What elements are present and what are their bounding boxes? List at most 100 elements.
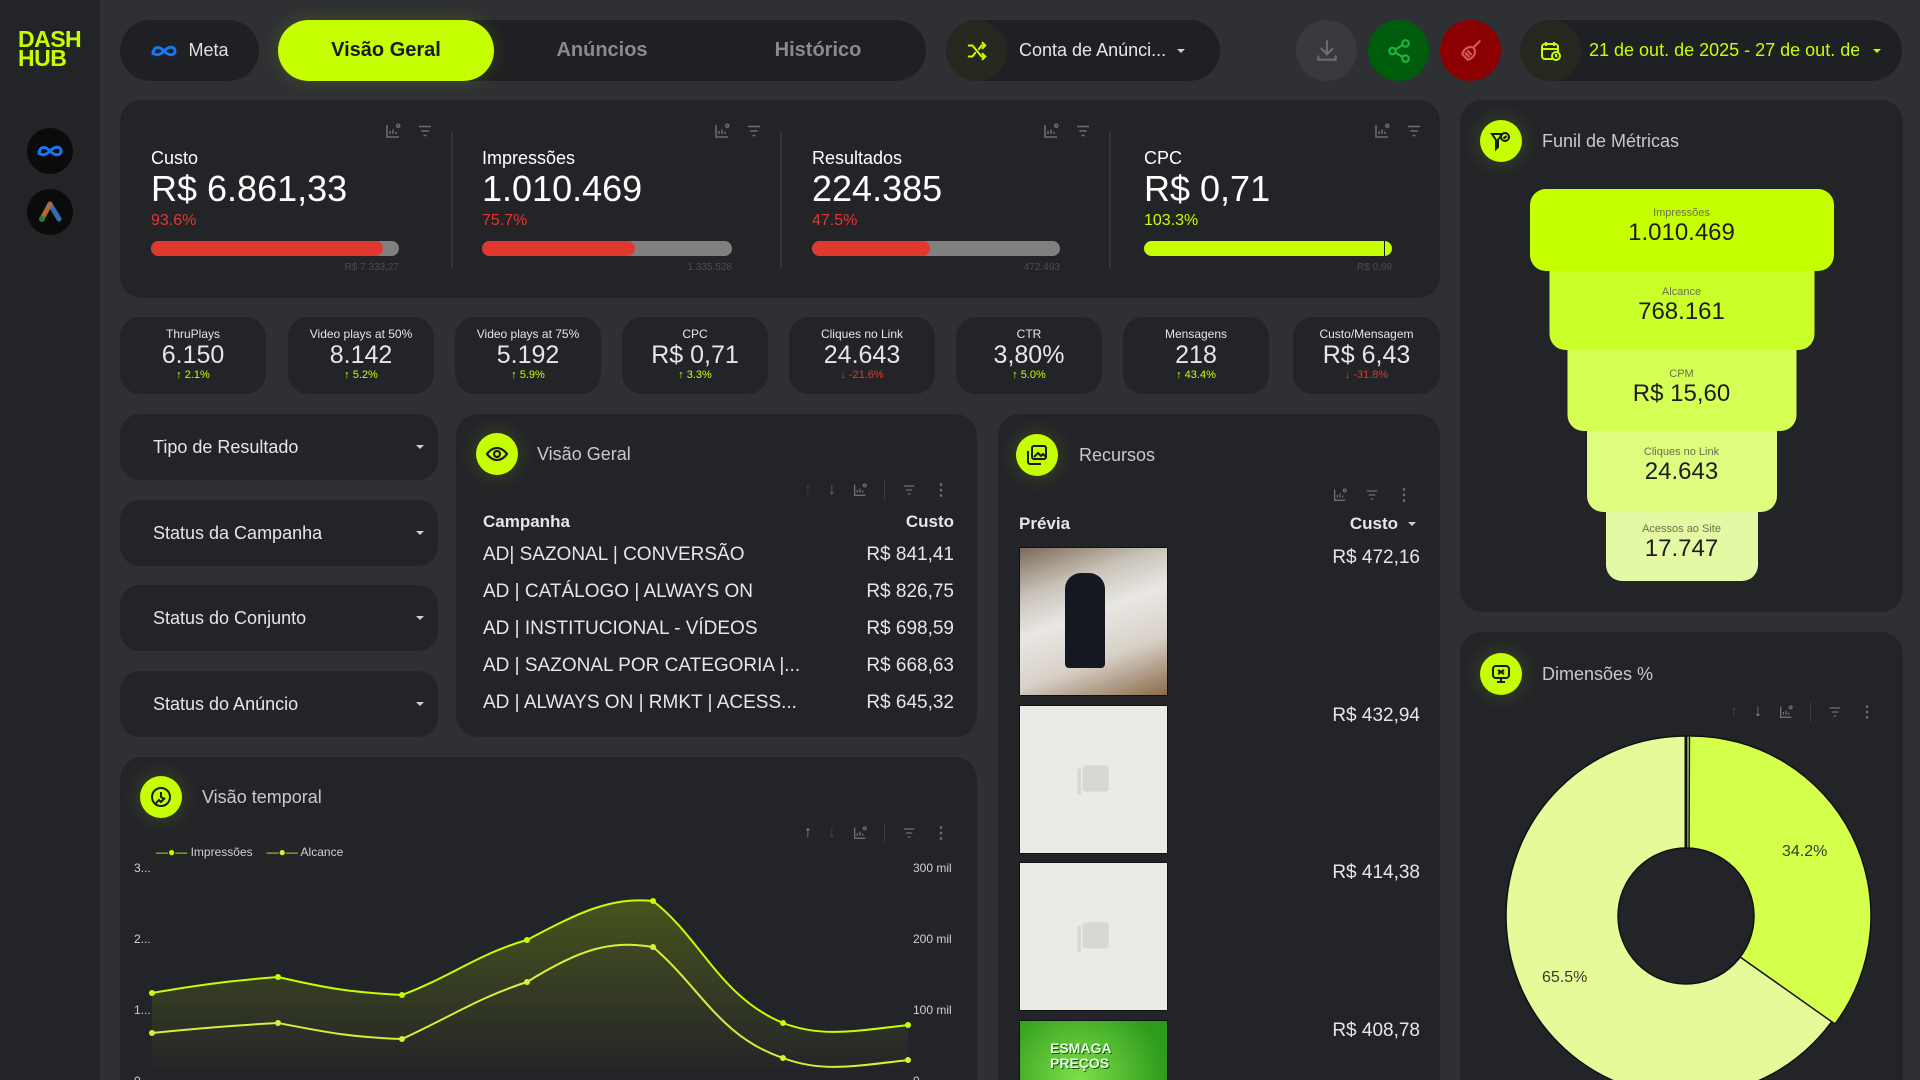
arrow-up-icon: ↑ (511, 369, 520, 381)
kpi-target: 1.335.528 (687, 262, 733, 273)
chart-settings-icon[interactable] (1373, 122, 1391, 140)
platform-selector[interactable]: Meta (120, 20, 259, 81)
kpi-percent: 75.7% (482, 212, 528, 229)
table-row[interactable]: AD| SAZONAL | CONVERSÃO R$ 841,41 (483, 543, 954, 565)
divider (884, 480, 885, 500)
table-row[interactable]: AD | INSTITUCIONAL - VÍDEOS R$ 698,59 (483, 617, 954, 639)
sort-down-icon[interactable]: ↓ (828, 824, 836, 841)
metric-link-clicks: Cliques no Link 24.643 ↓ -21.6% (789, 317, 935, 394)
sort-up-icon[interactable]: ↑ (804, 824, 812, 841)
more-options-icon[interactable]: ⋮ (933, 825, 949, 842)
kpi-impressoes: Impressões 1.010.469 75.7% 1.335.528 (451, 100, 780, 298)
card-title: Recursos (1079, 445, 1156, 465)
sort-down-icon[interactable]: ↓ (828, 481, 836, 498)
tab-visao-geral[interactable]: Visão Geral (278, 20, 494, 81)
clear-filters-button[interactable] (1440, 20, 1501, 81)
filter-icon[interactable] (416, 122, 434, 140)
ad-preview-thumbnail[interactable] (1019, 547, 1168, 696)
share-button[interactable] (1368, 20, 1429, 81)
sidebar-item-meta[interactable] (27, 128, 73, 174)
filter-icon[interactable] (901, 482, 917, 498)
kpi-label: CPC (1144, 148, 1183, 168)
sidebar-item-google-ads[interactable] (27, 189, 73, 235)
tab-anuncios[interactable]: Anúncios (556, 39, 648, 61)
resource-row[interactable]: R$ 432,94 (1019, 705, 1420, 855)
ad-preview-thumbnail[interactable]: ESMAGA PREÇOS (1019, 1020, 1168, 1080)
table-row[interactable]: AD | ALWAYS ON | RMKT | ACESS... R$ 645,3… (483, 691, 954, 713)
filter-icon[interactable] (745, 122, 763, 140)
funnel-step-cpm[interactable]: CPM R$ 15,60 (1567, 345, 1796, 431)
kpi-percent: 103.3% (1144, 212, 1199, 229)
filter-icon[interactable] (1405, 122, 1423, 140)
funnel-step-impressoes[interactable]: Impressões 1.010.469 (1529, 189, 1834, 271)
google-ads-logo-icon (39, 201, 62, 222)
filter-tipo-resultado[interactable]: Tipo de Resultado (120, 414, 438, 480)
chart-settings-icon[interactable] (852, 482, 868, 498)
funnel-step-acessos[interactable]: Acessos ao Site 17.747 (1605, 507, 1758, 581)
image-placeholder-icon (1077, 764, 1109, 795)
account-select[interactable]: Conta de Anúnci... (946, 20, 1220, 81)
ad-preview-thumbnail[interactable] (1019, 862, 1168, 1011)
funnel-step-alcance[interactable]: Alcance 768.161 (1549, 266, 1814, 350)
resource-row[interactable]: R$ 414,38 (1019, 862, 1420, 1012)
kpi-percent: 93.6% (151, 212, 197, 229)
kpi-progress-bar (1144, 241, 1392, 256)
card-title: Visão Geral (537, 444, 631, 464)
download-button[interactable] (1296, 20, 1357, 81)
filter-icon[interactable] (901, 825, 917, 841)
line-chart[interactable] (120, 757, 977, 1080)
arrow-up-icon: ↑ (176, 369, 185, 381)
filter-status-conjunto[interactable]: Status do Conjunto (120, 585, 438, 651)
arrow-up-icon: ↑ (678, 369, 687, 381)
date-range-picker[interactable]: 21 de out. de 2025 - 27 de out. de (1520, 20, 1902, 81)
tab-historico[interactable]: Histórico (774, 39, 862, 61)
clock-trend-icon (140, 776, 182, 818)
sort-up-icon[interactable]: ↑ (1730, 703, 1738, 720)
chart-toolbar: ↑ ↓ ⋮ (1730, 702, 1875, 722)
card-title: Visão temporal (202, 787, 322, 807)
app-logo: DASH HUB (18, 26, 82, 71)
kpi-tools (384, 122, 434, 140)
chart-settings-icon[interactable] (1778, 704, 1794, 720)
kpi-target: 472.493 (1023, 262, 1060, 273)
kpi-resultados: Resultados 224.385 47.5% 472.493 (780, 100, 1109, 298)
filter-status-campanha[interactable]: Status da Campanha (120, 500, 438, 566)
more-options-icon[interactable]: ⋮ (1396, 487, 1412, 504)
kpi-progress-bar (151, 241, 399, 256)
chart-settings-icon[interactable] (384, 122, 402, 140)
funnel-step-cliques[interactable]: Cliques no Link 24.643 (1586, 426, 1777, 512)
kpi-cpc: CPC R$ 0,71 103.3% R$ 0,69 (1109, 100, 1440, 298)
filter-icon[interactable] (1364, 487, 1380, 503)
image-placeholder-icon (1077, 921, 1109, 952)
chart-settings-icon[interactable] (1332, 487, 1348, 503)
table-row[interactable]: AD | CATÁLOGO | ALWAYS ON R$ 826,75 (483, 580, 954, 602)
column-header-campanha[interactable]: Campanha (483, 512, 570, 531)
legend-item-impressoes[interactable]: —●— Impressões (156, 845, 253, 859)
sort-down-icon[interactable]: ↓ (1754, 703, 1762, 720)
more-options-icon[interactable]: ⋮ (933, 482, 949, 499)
image-gallery-icon (1016, 434, 1058, 476)
column-header-custo[interactable]: Custo (905, 512, 954, 531)
slice-label-a: 34.2% (1782, 843, 1828, 860)
sort-up-icon[interactable]: ↑ (804, 481, 812, 498)
filter-status-anuncio[interactable]: Status do Anúncio (120, 671, 438, 737)
arrow-up-icon: ↑ (344, 369, 353, 381)
kpi-tools (713, 122, 763, 140)
kpi-value: R$ 0,71 (1144, 168, 1271, 209)
chart-settings-icon[interactable] (852, 825, 868, 841)
table-row[interactable]: AD | SAZONAL POR CATEGORIA |... R$ 668,63 (483, 654, 954, 676)
donut-chart[interactable] (1460, 632, 1903, 1080)
resource-row[interactable]: R$ 472,16 (1019, 547, 1420, 697)
metric-messages: Mensagens 218 ↑ 43.4% (1123, 317, 1269, 394)
chart-settings-icon[interactable] (1042, 122, 1060, 140)
filter-icon[interactable] (1074, 122, 1092, 140)
ad-preview-thumbnail[interactable] (1019, 705, 1168, 854)
column-header-previa[interactable]: Prévia (1019, 514, 1071, 533)
filter-icon[interactable] (1827, 704, 1843, 720)
more-options-icon[interactable]: ⋮ (1859, 704, 1875, 721)
chart-settings-icon[interactable] (713, 122, 731, 140)
kpi-card: Custo R$ 6.861,33 93.6% R$ 7.333,27 Impr… (120, 100, 1440, 298)
resource-row[interactable]: ESMAGA PREÇOS R$ 408,78 (1019, 1020, 1420, 1080)
column-header-custo[interactable]: Custo (1350, 514, 1416, 534)
legend-item-alcance[interactable]: —●— Alcance (266, 845, 344, 859)
